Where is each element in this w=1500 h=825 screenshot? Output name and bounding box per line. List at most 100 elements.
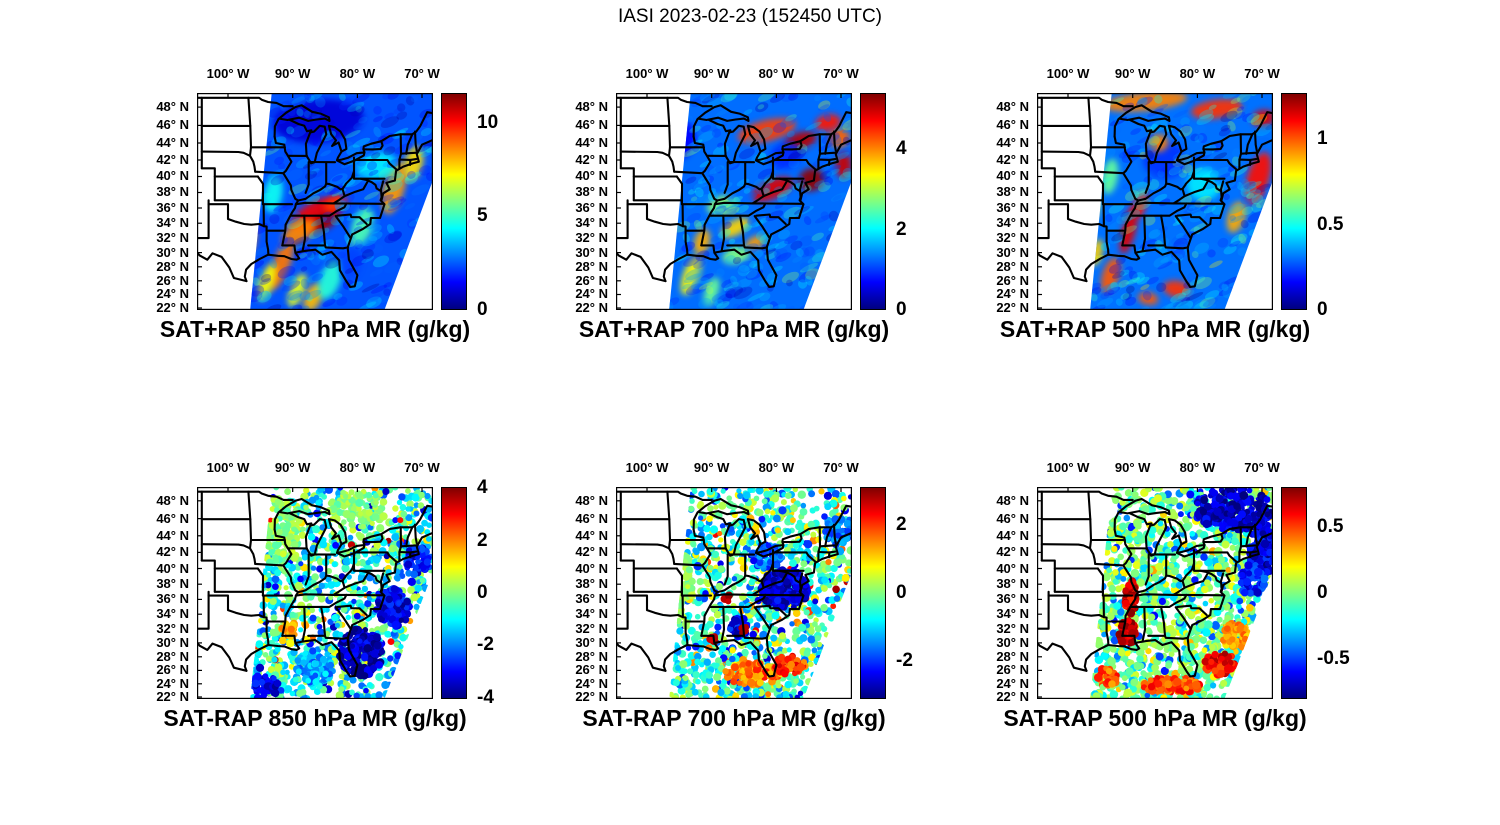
colorbar-tick-label: 4 <box>896 138 907 160</box>
colorbar-tick-label: 0 <box>896 582 907 603</box>
colorbar-tick-label: -4 <box>477 686 494 708</box>
lat-tick-label: 46° N <box>996 117 1029 133</box>
lat-tick-label: 44° N <box>156 134 189 150</box>
map-svg-sat_plus_rap_500 <box>1037 93 1273 310</box>
lat-tick-label: 24° N <box>575 675 608 691</box>
colorbar-tick-label: 5 <box>477 205 488 227</box>
lat-tick-label: 34° N <box>156 606 189 622</box>
lat-tick-label: 46° N <box>575 117 608 133</box>
colorbar-tick-label: 2 <box>896 513 907 535</box>
lat-tick-label: 42° N <box>575 151 608 167</box>
lat-tick-label: 26° N <box>156 662 189 678</box>
lat-tick-label: 34° N <box>996 606 1029 622</box>
lat-tick-label: 26° N <box>575 272 608 288</box>
lon-tick-label: 80° W <box>1179 66 1216 81</box>
axes-frame <box>616 93 852 310</box>
map-svg-sat_minus_rap_700 <box>616 487 852 699</box>
map-svg-sat_plus_rap_850 <box>197 93 433 310</box>
lat-tick-label: 38° N <box>156 184 189 200</box>
lat-tick-label: 40° N <box>575 560 608 576</box>
panel-title-sat_plus_rap_500: SAT+RAP 500 hPa MR (g/kg) <box>999 316 1311 342</box>
lat-tick-label: 22° N <box>156 689 189 705</box>
lat-tick-label: 48° N <box>575 99 608 115</box>
lat-tick-label: 26° N <box>996 272 1029 288</box>
lat-tick-label: 36° N <box>575 200 608 216</box>
lat-tick-label: 32° N <box>996 620 1029 636</box>
state-borders <box>616 96 852 289</box>
colorbar-tick-label: 10 <box>477 111 499 133</box>
state-borders <box>1037 490 1273 678</box>
lat-tick-label: 48° N <box>575 492 608 508</box>
lat-tick-label: 36° N <box>575 591 608 607</box>
colorbar-tick-label: 1 <box>1317 128 1328 150</box>
map-svg-sat_minus_rap_500 <box>1037 487 1273 699</box>
colorbar-tick-label: 0 <box>896 299 907 320</box>
lon-tick-label: 70° W <box>1244 66 1280 81</box>
lon-tick-label: 80° W <box>758 66 795 81</box>
lat-tick-label: 40° N <box>156 168 189 184</box>
axes-frame <box>197 487 433 699</box>
panel-title-sat_plus_rap_850: SAT+RAP 850 hPa MR (g/kg) <box>159 316 471 342</box>
axes-frame <box>1037 487 1273 699</box>
lat-tick-label: 34° N <box>156 215 189 231</box>
axes-frame <box>616 487 852 699</box>
lat-tick-label: 24° N <box>156 286 189 302</box>
panel-title-sat_plus_rap_700: SAT+RAP 700 hPa MR (g/kg) <box>578 316 890 342</box>
state-borders <box>616 490 852 678</box>
lat-tick-label: 34° N <box>996 215 1029 231</box>
lat-tick-label: 40° N <box>996 168 1029 184</box>
lat-tick-label: 30° N <box>996 634 1029 650</box>
lon-tick-label: 70° W <box>404 66 440 81</box>
lat-tick-label: 26° N <box>156 272 189 288</box>
lat-tick-label: 28° N <box>575 648 608 664</box>
colorbar-sat_plus_rap_850 <box>441 93 467 310</box>
lat-tick-label: 30° N <box>575 244 608 260</box>
lon-tick-label: 80° W <box>339 460 376 475</box>
colorbar-tick-label: 0 <box>1317 582 1328 603</box>
colorbar-sat_minus_rap_700 <box>860 487 886 699</box>
state-borders <box>197 490 433 678</box>
map-svg-sat_plus_rap_700 <box>616 93 852 310</box>
lon-tick-label: 100° W <box>625 66 669 81</box>
lat-tick-label: 26° N <box>996 662 1029 678</box>
lon-tick-label: 70° W <box>404 460 440 475</box>
colorbar-sat_minus_rap_500 <box>1281 487 1307 699</box>
lat-tick-label: 22° N <box>156 299 189 315</box>
state-borders <box>197 96 433 289</box>
lon-tick-label: 100° W <box>1046 460 1090 475</box>
colorbar-tick-label: -0.5 <box>1317 648 1350 670</box>
colorbar-tick-label: 2 <box>477 529 488 551</box>
figure-title: IASI 2023-02-23 (152450 UTC) <box>617 6 883 27</box>
lon-tick-label: 100° W <box>1046 66 1090 81</box>
lat-tick-label: 28° N <box>996 648 1029 664</box>
lat-tick-label: 32° N <box>575 620 608 636</box>
lat-tick-label: 48° N <box>156 99 189 115</box>
lat-tick-label: 48° N <box>156 492 189 508</box>
lat-tick-label: 38° N <box>996 576 1029 592</box>
lat-tick-label: 42° N <box>156 151 189 167</box>
state-borders <box>1037 96 1273 289</box>
lat-tick-label: 44° N <box>575 527 608 543</box>
lon-tick-label: 90° W <box>1114 66 1151 81</box>
lat-tick-label: 40° N <box>575 168 608 184</box>
lat-tick-label: 22° N <box>575 689 608 705</box>
lat-tick-label: 46° N <box>156 510 189 526</box>
panel-title-sat_minus_rap_700: SAT-RAP 700 hPa MR (g/kg) <box>582 705 886 731</box>
lat-tick-label: 32° N <box>996 230 1029 246</box>
data-swath-sat_minus_rap_700 <box>669 487 852 699</box>
lat-tick-label: 44° N <box>575 134 608 150</box>
lon-tick-label: 70° W <box>823 66 859 81</box>
lat-tick-label: 26° N <box>575 662 608 678</box>
lat-tick-label: 38° N <box>156 576 189 592</box>
colorbar-sat_plus_rap_500 <box>1281 93 1307 310</box>
colorbar-tick-label: 0.5 <box>1317 515 1344 537</box>
axes-frame <box>197 93 433 310</box>
lat-tick-label: 34° N <box>575 606 608 622</box>
lat-tick-label: 36° N <box>156 591 189 607</box>
lon-tick-label: 100° W <box>625 460 669 475</box>
lat-tick-label: 30° N <box>575 634 608 650</box>
lon-tick-label: 70° W <box>1244 460 1280 475</box>
colorbar-tick-label: -2 <box>477 634 494 656</box>
lat-tick-label: 30° N <box>156 244 189 260</box>
